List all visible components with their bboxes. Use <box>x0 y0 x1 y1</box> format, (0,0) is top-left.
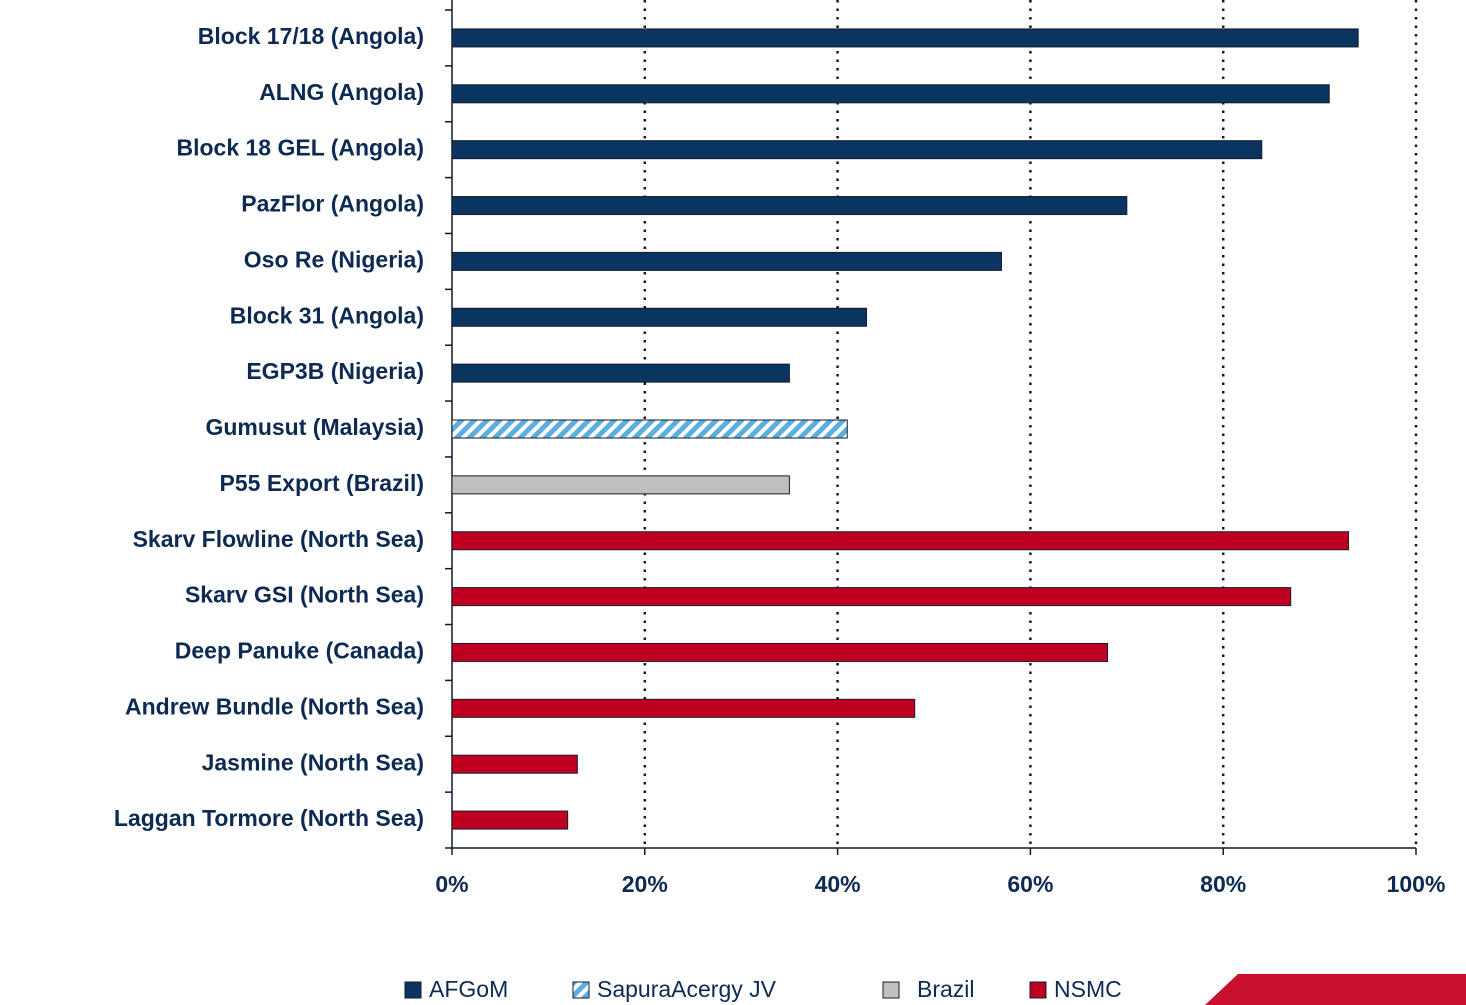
legend-label: SapuraAcergy JV <box>597 976 777 1002</box>
legend-swatch <box>882 981 900 999</box>
bar <box>451 642 1109 662</box>
bar <box>451 363 790 383</box>
y-tick-label: Skarv Flowline (North Sea) <box>133 526 424 552</box>
y-tick-label: Skarv GSI (North Sea) <box>185 582 424 608</box>
y-tick-label: Andrew Bundle (North Sea) <box>125 693 424 719</box>
y-tick-label: Oso Re (Nigeria) <box>244 246 424 272</box>
bar <box>451 531 1350 551</box>
legend-label: NSMC <box>1054 976 1122 1002</box>
x-tick-label: 60% <box>1007 871 1053 897</box>
legend-swatch <box>1029 981 1047 999</box>
x-tick-label: 0% <box>435 871 468 897</box>
y-tick-label: Laggan Tormore (North Sea) <box>114 805 424 831</box>
bar <box>451 251 1002 271</box>
y-tick-label: Block 31 (Angola) <box>230 302 424 328</box>
bar <box>451 307 868 327</box>
bar <box>451 196 1128 216</box>
bar <box>451 698 916 718</box>
bar <box>451 28 1359 48</box>
y-tick-label: Block 17/18 (Angola) <box>198 23 424 49</box>
x-tick-label: 80% <box>1200 871 1246 897</box>
corner-decoration <box>1205 974 1466 1005</box>
y-tick-label: Gumusut (Malaysia) <box>205 414 424 440</box>
bar <box>451 810 569 830</box>
y-tick-label: P55 Export (Brazil) <box>220 470 425 496</box>
x-tick-label: 40% <box>815 871 861 897</box>
y-tick-label: Jasmine (North Sea) <box>202 749 424 775</box>
x-tick-label: 20% <box>622 871 668 897</box>
bar <box>451 419 848 439</box>
y-tick-label: ALNG (Angola) <box>259 79 424 105</box>
bar <box>451 475 790 495</box>
bar <box>451 587 1292 607</box>
bar <box>451 754 578 774</box>
y-tick-label: EGP3B (Nigeria) <box>246 358 424 384</box>
bar <box>451 84 1330 104</box>
y-tick-label: PazFlor (Angola) <box>241 191 424 217</box>
y-tick-label: Block 18 GEL (Angola) <box>176 135 424 161</box>
legend-swatch <box>572 981 590 999</box>
bar <box>451 140 1263 160</box>
legend-label: AFGoM <box>429 976 508 1002</box>
legend-swatch <box>404 981 422 999</box>
legend-label: Brazil <box>917 976 975 1002</box>
y-tick-label: Deep Panuke (Canada) <box>175 638 424 664</box>
x-tick-label: 100% <box>1387 871 1446 897</box>
